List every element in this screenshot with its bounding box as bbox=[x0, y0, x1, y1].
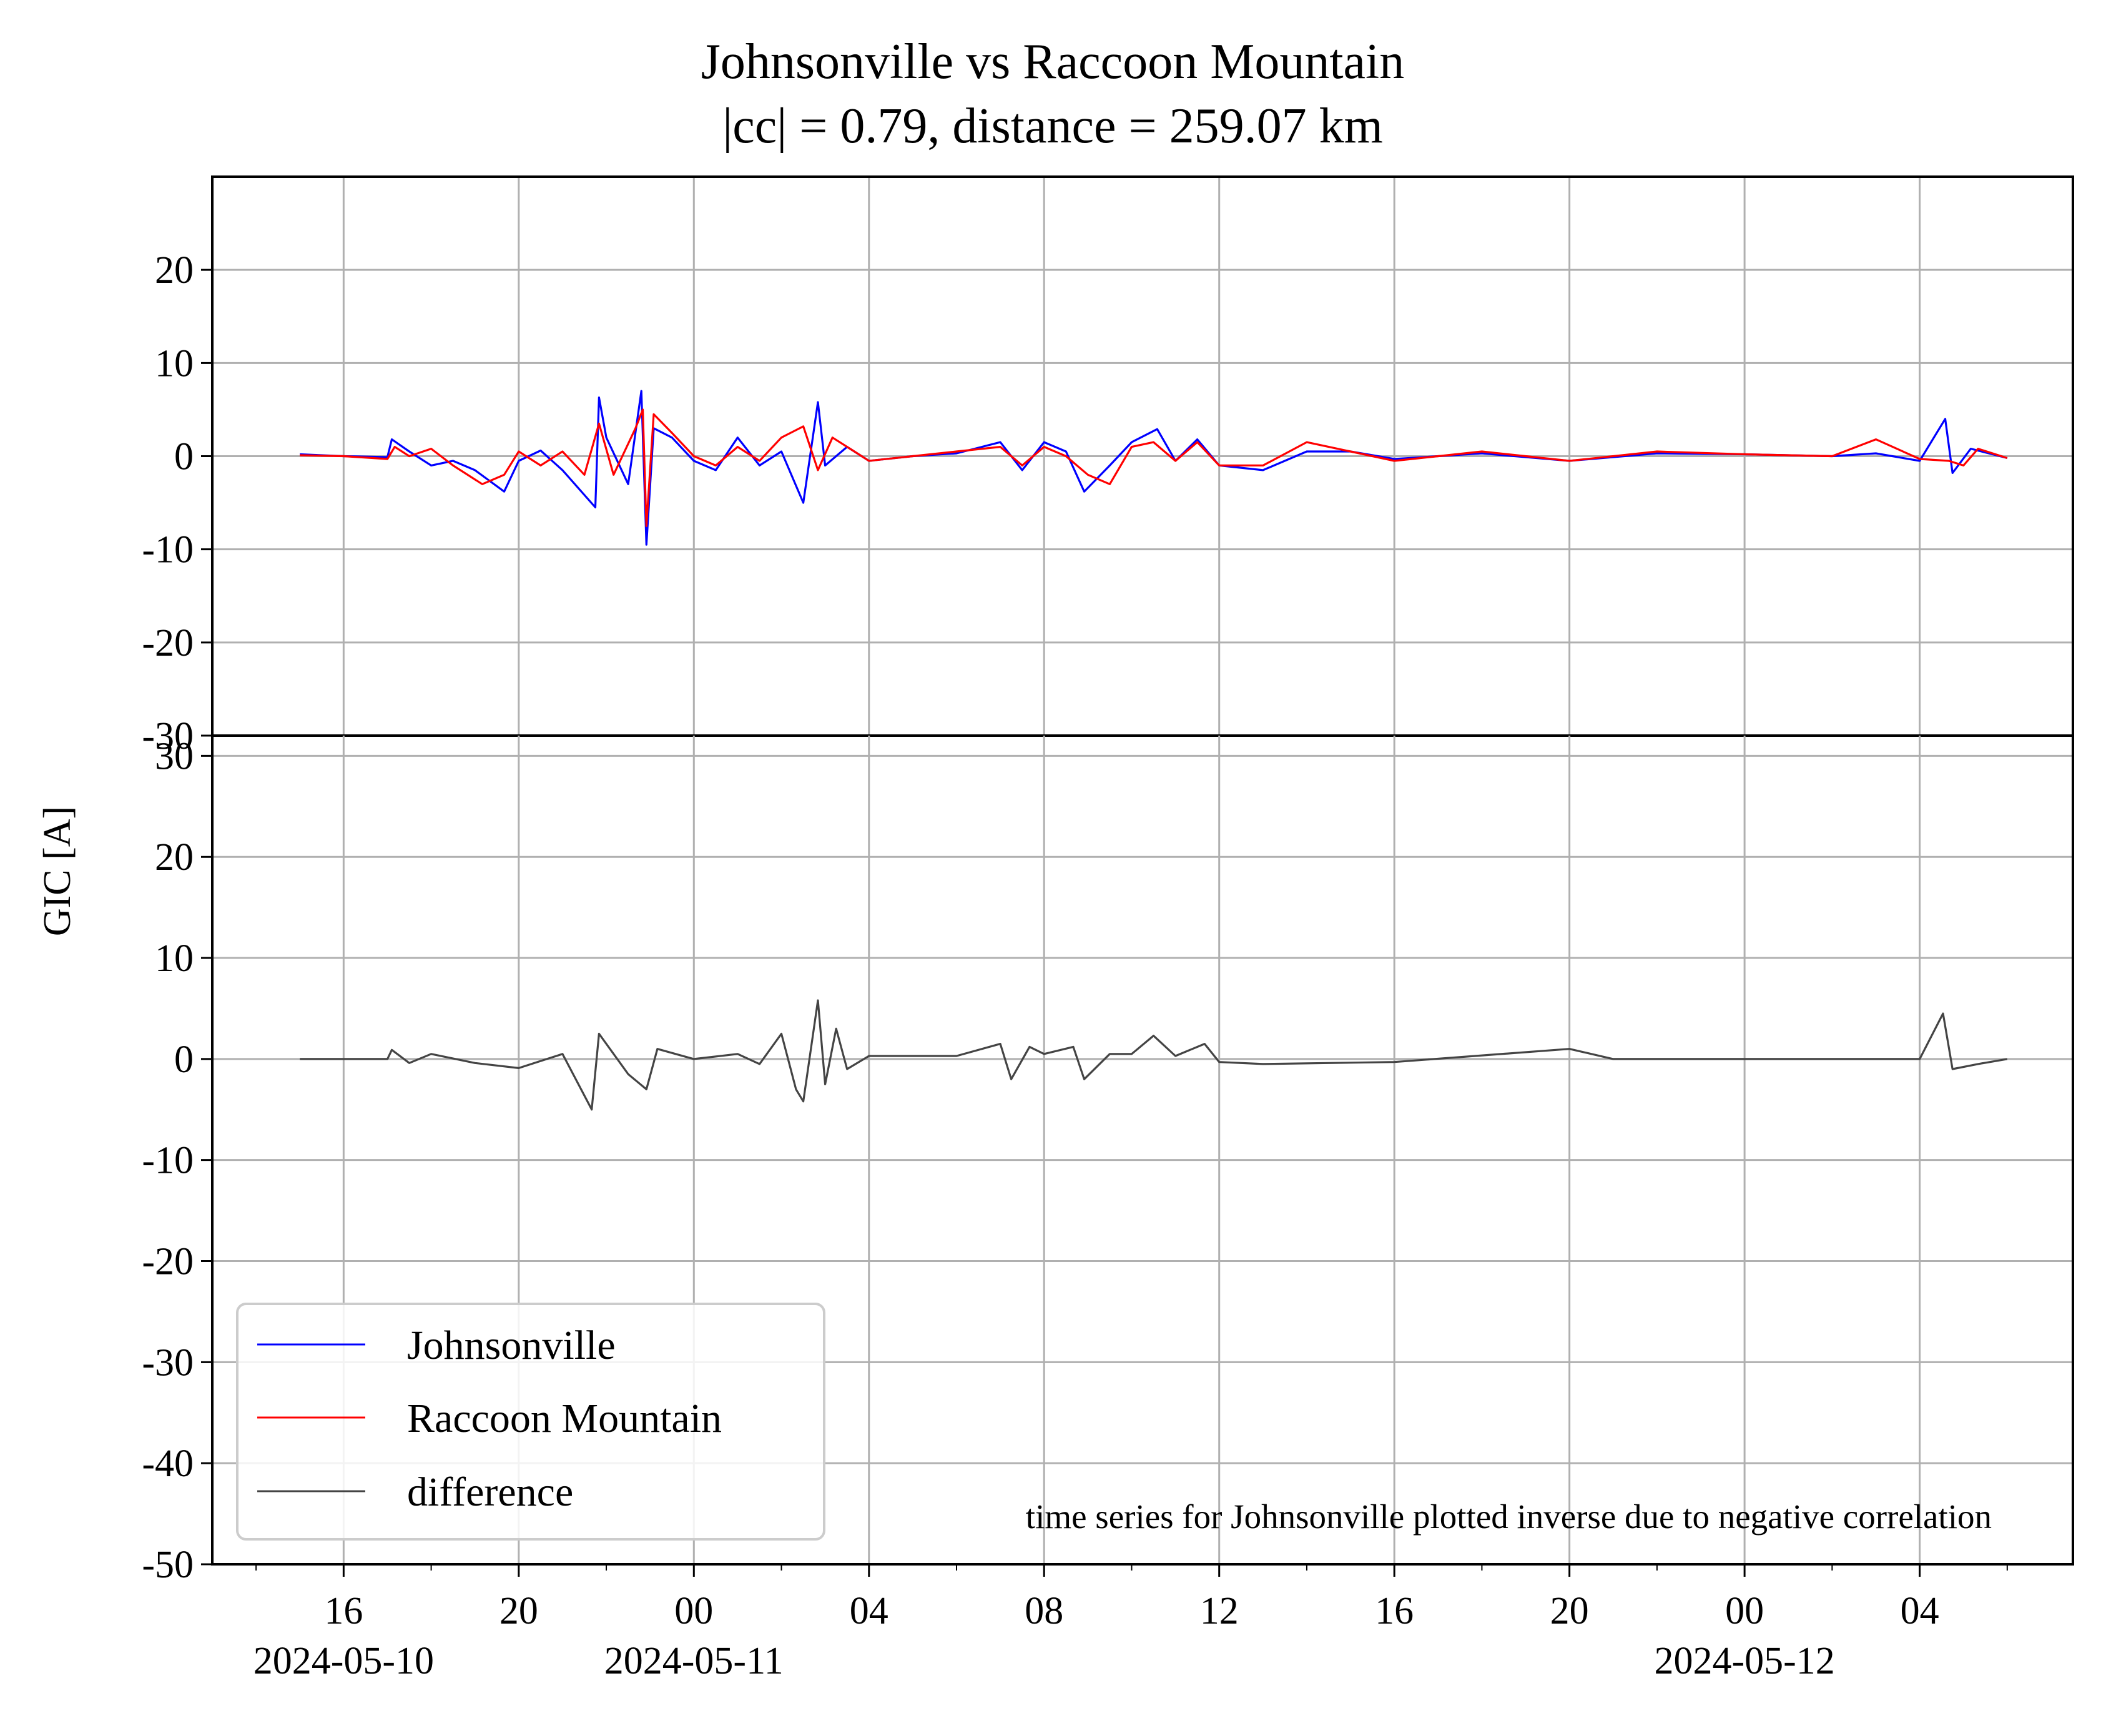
y-tick-label: 30 bbox=[155, 735, 194, 777]
y-tick-label: -50 bbox=[142, 1544, 194, 1586]
raccoon-mountain-line bbox=[300, 408, 2008, 527]
x-tick-label: 04 bbox=[1901, 1590, 1939, 1632]
x-tick-label: 20 bbox=[499, 1590, 538, 1632]
difference-line bbox=[300, 999, 2008, 1111]
top-panel-y-ticks: 20 10 0 -10 -20 -30 bbox=[142, 249, 212, 757]
annotation-note: time series for Johnsonville plotted inv… bbox=[1026, 1497, 1992, 1536]
x-axis-ticks: 16 20 00 04 08 12 16 20 00 04 2024-05-10 2024-05-11… bbox=[253, 736, 2008, 1682]
y-tick-label: -30 bbox=[142, 715, 194, 757]
x-date-label: 2024-05-12 bbox=[1654, 1640, 1834, 1682]
top-panel-series bbox=[300, 390, 2008, 546]
x-tick-label: 08 bbox=[1025, 1590, 1063, 1632]
johnsonville-line bbox=[300, 390, 2008, 546]
y-tick-label: -20 bbox=[142, 1241, 194, 1283]
bottom-panel-grid bbox=[212, 748, 2073, 1566]
chart-subtitle: |cc| = 0.79, distance = 259.07 km bbox=[722, 99, 1383, 154]
y-tick-label: 10 bbox=[155, 937, 194, 980]
x-tick-label: 00 bbox=[1725, 1590, 1764, 1632]
legend-label-johnsonville: Johnsonville bbox=[407, 1323, 616, 1368]
x-tick-label: 00 bbox=[674, 1590, 713, 1632]
legend-label-difference: difference bbox=[407, 1469, 573, 1515]
y-tick-label: 20 bbox=[155, 249, 194, 292]
bottom-panel-y-ticks: 30 20 10 0 -10 -20 -30 -40 -50 bbox=[142, 735, 212, 1586]
bottom-panel-frame bbox=[211, 734, 2074, 1566]
x-tick-label: 20 bbox=[1550, 1590, 1589, 1632]
y-tick-label: -20 bbox=[142, 622, 194, 664]
y-tick-label: 20 bbox=[155, 836, 194, 879]
legend-label-raccoon-mountain: Raccoon Mountain bbox=[407, 1396, 722, 1441]
x-tick-label: 12 bbox=[1200, 1590, 1239, 1632]
legend: Johnsonville Raccoon Mountain difference bbox=[236, 1303, 825, 1541]
y-tick-label: -30 bbox=[142, 1341, 194, 1384]
y-tick-label: -40 bbox=[142, 1443, 194, 1485]
y-tick-label: -10 bbox=[142, 529, 194, 571]
y-tick-label: -10 bbox=[142, 1140, 194, 1182]
x-tick-label: 16 bbox=[1375, 1590, 1414, 1632]
y-tick-label: 10 bbox=[155, 342, 194, 385]
x-date-label: 2024-05-11 bbox=[604, 1640, 784, 1682]
y-axis-label: GIC [A] bbox=[36, 806, 79, 936]
x-tick-label: 16 bbox=[324, 1590, 363, 1632]
top-panel-grid bbox=[212, 177, 2073, 737]
y-tick-label: 0 bbox=[174, 1038, 194, 1081]
y-tick-label: 0 bbox=[174, 436, 194, 478]
x-tick-label: 04 bbox=[850, 1590, 888, 1632]
x-date-label: 2024-05-10 bbox=[253, 1640, 434, 1682]
chart-title: Johnsonville vs Raccoon Mountain bbox=[701, 34, 1405, 89]
bottom-panel-series bbox=[300, 999, 2008, 1111]
legend-box bbox=[236, 1303, 825, 1541]
